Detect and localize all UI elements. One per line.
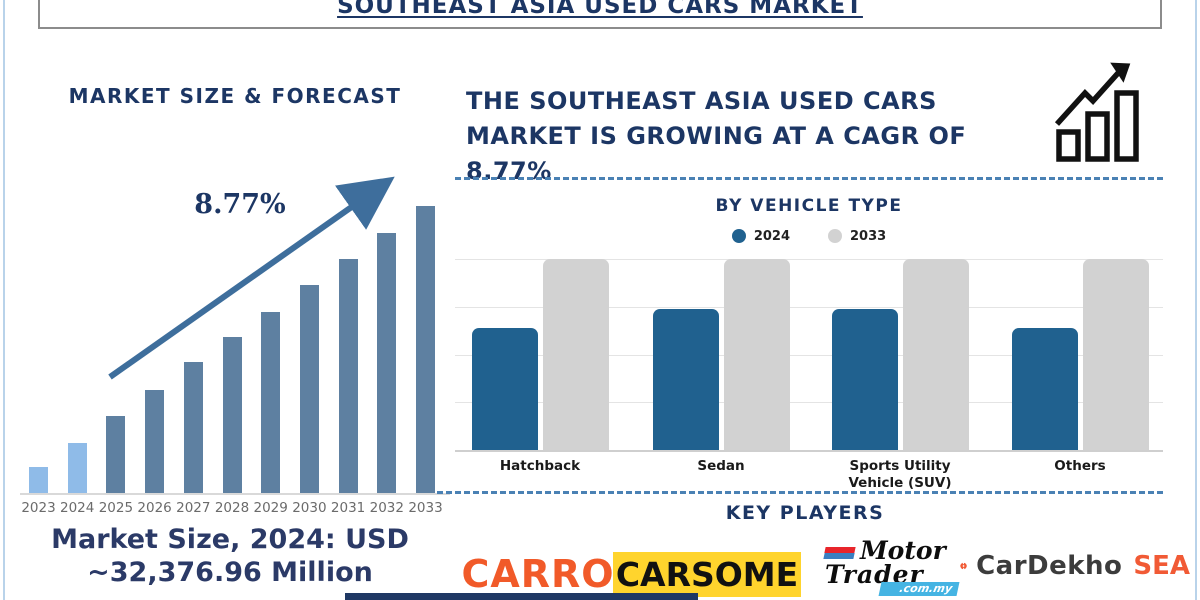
page-border-right <box>1195 0 1197 600</box>
vehicle-bar-2033 <box>723 259 790 450</box>
vehicle-x-axis: Hatchback Sedan Sports Utility Vehicle (SU… <box>455 458 1163 492</box>
cagr-headline: THE SOUTHEAST ASIA USED CARS MARKET IS G… <box>466 87 967 185</box>
vehicle-chart-title: BY VEHICLE TYPE <box>715 196 903 216</box>
year-label: 2027 <box>176 500 211 516</box>
footer-strip <box>345 593 698 600</box>
forecast-bar-2030 <box>299 285 319 493</box>
year-label: 2023 <box>21 500 56 516</box>
legend-dot <box>828 229 842 243</box>
growth-chart-icon <box>1055 62 1139 162</box>
vehicle-chart-legend: 2024 2033 <box>455 227 1163 245</box>
dashed-divider-bottom <box>437 491 1163 494</box>
title-banner: SOUTHEAST ASIA USED CARS MARKET <box>38 0 1162 29</box>
key-players-heading: KEY PLAYERS <box>725 502 885 524</box>
forecast-bar-2025 <box>106 416 126 493</box>
vehicle-bar-2024 <box>652 308 719 450</box>
forecast-bar-2026 <box>145 390 165 493</box>
year-label: 2028 <box>214 500 250 516</box>
forecast-bar-2027 <box>183 362 203 493</box>
year-label: 2026 <box>137 500 172 516</box>
legend-dot <box>731 229 746 243</box>
forecast-bar-2031 <box>338 259 358 493</box>
vehicle-bar-2033 <box>1082 259 1149 450</box>
market-size-forecast-heading: MARKET SIZE & FORECAST <box>68 84 402 108</box>
by-vehicle-type-chart <box>455 259 1163 452</box>
year-label: 2029 <box>253 500 288 516</box>
legend-item-2024: 2024 <box>731 228 790 244</box>
motortrader-logo: Motor Trader .com.my <box>822 536 960 598</box>
legend-item-2033: 2033 <box>828 229 886 244</box>
vehicle-bar-group <box>651 259 791 450</box>
market-size-note: Market Size, 2024: USD ~32,376.96 Millio… <box>15 524 445 590</box>
gridline <box>455 307 1163 308</box>
forecast-bar-2024 <box>67 443 87 493</box>
vehicle-bar-2024 <box>831 308 898 450</box>
motortrader-flag-blue <box>823 553 855 559</box>
cardekho-icon <box>960 561 967 571</box>
motortrader-domain: .com.my <box>878 582 960 596</box>
cardekho-suffix: SEA <box>1133 551 1190 581</box>
cardekho-text: CarDekho <box>976 551 1123 581</box>
vehicle-category-label: Sports Utility Vehicle (SUV) <box>848 458 952 491</box>
vehicle-bar-2033 <box>902 259 969 450</box>
vehicle-bar-2024 <box>1011 327 1078 450</box>
dashed-divider-top <box>455 177 1163 180</box>
year-label: 2033 <box>408 500 443 516</box>
gridline <box>455 259 1163 260</box>
forecast-bar-2033 <box>416 206 435 493</box>
vehicle-category-label: Hatchback <box>499 458 581 474</box>
year-label: 2025 <box>98 500 134 516</box>
legend-label: 2024 <box>753 228 790 244</box>
vehicle-bar-group <box>1010 259 1150 450</box>
vehicle-bar-2024 <box>471 327 538 450</box>
page-border-left <box>3 0 5 600</box>
forecast-bar-2032 <box>377 233 397 493</box>
vehicle-category-label: Sedan <box>697 458 745 474</box>
market-size-forecast-chart <box>20 200 450 495</box>
cagr-annotation: 8.77% <box>194 189 286 220</box>
forecast-x-axis: 2023 2024 2025 2026 2027 2028 2029 2030 2031 2032… <box>20 500 450 518</box>
market-size-label: Market Size, 2024: USD <box>51 524 409 555</box>
vehicle-bar-group <box>830 259 970 450</box>
trend-arrow <box>108 176 395 380</box>
vehicle-bar-group <box>470 259 610 450</box>
vehicle-category-label: Others <box>1054 458 1106 474</box>
gridline <box>455 355 1163 356</box>
forecast-bar-2023 <box>29 467 48 493</box>
year-label: 2030 <box>292 500 327 516</box>
gridline <box>455 402 1163 403</box>
legend-label: 2033 <box>850 228 887 244</box>
year-label: 2032 <box>369 500 404 516</box>
carsome-logo: CARSOME <box>613 552 801 597</box>
market-size-value: ~32,376.96 Million <box>87 556 373 588</box>
forecast-bar-2028 <box>222 337 242 493</box>
cardekho-logo: CarDekho SEA <box>960 548 1190 584</box>
year-label: 2031 <box>330 500 366 516</box>
motortrader-text-top: Motor <box>860 536 946 565</box>
vehicle-bar-2033 <box>542 259 609 450</box>
forecast-bar-2029 <box>261 312 281 493</box>
year-label: 2024 <box>60 500 95 516</box>
carro-logo: CARRO <box>461 552 615 596</box>
page-title: SOUTHEAST ASIA USED CARS MARKET <box>337 0 863 19</box>
